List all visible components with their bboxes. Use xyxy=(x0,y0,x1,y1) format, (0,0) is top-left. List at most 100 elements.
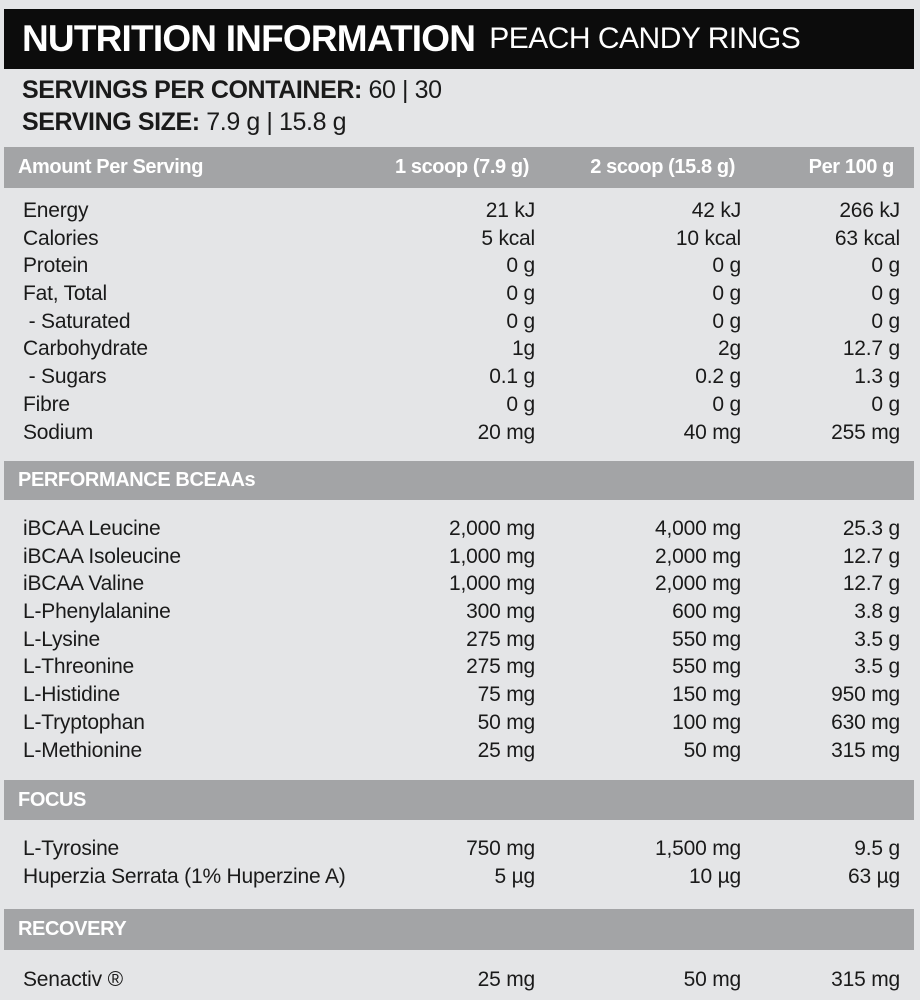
table-row: - Saturated 0 g 0 g 0 g xyxy=(0,308,920,336)
value-2-scoop: 1,500 mg xyxy=(655,837,741,860)
col3-header: Per 100 g xyxy=(808,156,895,178)
serving-size: SERVING SIZE: 7.9 g | 15.8 g xyxy=(22,108,347,137)
section-title: RECOVERY xyxy=(18,918,127,940)
value-1-scoop: 0 g xyxy=(506,282,535,306)
table-row: L-Lysine 275 mg 550 mg 3.5 g xyxy=(0,626,920,654)
value-per-100g: 0 g xyxy=(871,309,900,333)
value-per-100g: 1.3 g xyxy=(854,365,900,389)
nutrients-table: Energy 21 kJ 42 kJ 266 kJ Calories 5 kcal 10 k… xyxy=(0,197,920,446)
title-bar: NUTRITION INFORMATION PEACH CANDY RINGS xyxy=(4,9,914,69)
value-per-100g: 0 g xyxy=(871,392,900,416)
nutrient-name: L-Methionine xyxy=(23,738,143,762)
value-2-scoop: 50 mg xyxy=(683,968,742,991)
value-1-scoop: 275 mg xyxy=(466,655,535,679)
servings-value: 60 | 30 xyxy=(368,76,442,104)
serving-size-value: 7.9 g | 15.8 g xyxy=(206,108,347,136)
value-per-100g: 9.5 g xyxy=(854,837,900,860)
value-1-scoop: 5 kcal xyxy=(481,226,535,250)
table-row: Fibre 0 g 0 g 0 g xyxy=(0,391,920,419)
table-row: iBCAA Isoleucine 1,000 mg 2,000 mg 12.7 g xyxy=(0,543,920,571)
value-per-100g: 63 kcal xyxy=(834,226,900,250)
nutrient-name: iBCAA Valine xyxy=(23,572,144,596)
value-1-scoop: 0 g xyxy=(506,392,535,416)
value-2-scoop: 0 g xyxy=(712,254,741,278)
value-per-100g: 63 µg xyxy=(848,864,900,888)
value-2-scoop: 150 mg xyxy=(672,683,741,707)
table-row: Huperzia Serrata (1% Huperzine A) 5 µg 10 … xyxy=(0,863,920,891)
recovery-table: Senactiv ® 25 mg 50 mg 315 mg xyxy=(0,966,920,994)
nutrient-name: Sodium xyxy=(23,420,94,444)
value-2-scoop: 100 mg xyxy=(672,710,741,734)
value-1-scoop: 0 g xyxy=(506,254,535,278)
servings-per-container: SERVINGS PER CONTAINER: 60 | 30 xyxy=(22,76,442,105)
table-row: Senactiv ® 25 mg 50 mg 315 mg xyxy=(0,966,920,994)
value-1-scoop: 1,000 mg xyxy=(449,544,535,568)
table-row: iBCAA Leucine 2,000 mg 4,000 mg 25.3 g xyxy=(0,515,920,543)
amount-per-serving-header: Amount Per Serving xyxy=(18,156,204,178)
value-1-scoop: 275 mg xyxy=(466,627,535,651)
table-row: - Sugars 0.1 g 0.2 g 1.3 g xyxy=(0,363,920,391)
value-per-100g: 3.5 g xyxy=(854,655,900,679)
section-title: PERFORMANCE BCEAAs xyxy=(18,469,256,491)
nutrient-name: Huperzia Serrata (1% Huperzine A) xyxy=(23,864,346,888)
value-2-scoop: 4,000 mg xyxy=(655,517,741,540)
serving-size-label: SERVING SIZE: xyxy=(22,108,200,136)
nutrient-name: iBCAA Isoleucine xyxy=(23,544,181,568)
value-1-scoop: 2,000 mg xyxy=(449,517,535,540)
value-per-100g: 255 mg xyxy=(831,420,900,444)
value-per-100g: 315 mg xyxy=(831,738,900,762)
value-per-100g: 12.7 g xyxy=(842,544,900,568)
value-2-scoop: 10 µg xyxy=(689,864,741,888)
table-row: L-Phenylalanine 300 mg 600 mg 3.8 g xyxy=(0,598,920,626)
table-row: L-Tryptophan 50 mg 100 mg 630 mg xyxy=(0,709,920,737)
nutrient-name: Fibre xyxy=(23,392,70,416)
nutrient-name: Carbohydrate xyxy=(23,337,148,361)
col2-header: 2 scoop (15.8 g) xyxy=(590,156,735,178)
value-1-scoop: 1g xyxy=(512,337,535,361)
nutrient-name: L-Tryptophan xyxy=(23,710,145,734)
nutrient-name: - Saturated xyxy=(23,309,131,333)
value-per-100g: 0 g xyxy=(871,282,900,306)
value-2-scoop: 550 mg xyxy=(672,627,741,651)
value-2-scoop: 600 mg xyxy=(672,600,741,624)
value-2-scoop: 0 g xyxy=(712,282,741,306)
value-2-scoop: 0 g xyxy=(712,309,741,333)
table-row: Protein 0 g 0 g 0 g xyxy=(0,252,920,280)
nutrient-name: L-Tyrosine xyxy=(23,837,120,860)
value-per-100g: 315 mg xyxy=(831,968,900,991)
table-row: Carbohydrate 1g 2g 12.7 g xyxy=(0,335,920,363)
table-row: L-Threonine 275 mg 550 mg 3.5 g xyxy=(0,653,920,681)
table-row: Sodium 20 mg 40 mg 255 mg xyxy=(0,419,920,447)
table-row: Energy 21 kJ 42 kJ 266 kJ xyxy=(0,197,920,225)
value-1-scoop: 75 mg xyxy=(477,683,536,707)
table-row: L-Methionine 25 mg 50 mg 315 mg xyxy=(0,737,920,765)
section-bar: FOCUS xyxy=(4,780,914,820)
value-per-100g: 3.8 g xyxy=(854,600,900,624)
value-2-scoop: 50 mg xyxy=(683,738,742,762)
nutrient-name: L-Threonine xyxy=(23,655,135,679)
table-row: Fat, Total 0 g 0 g 0 g xyxy=(0,280,920,308)
table-row: L-Tyrosine 750 mg 1,500 mg 9.5 g xyxy=(0,835,920,863)
value-1-scoop: 25 mg xyxy=(477,968,536,991)
value-per-100g: 12.7 g xyxy=(842,572,900,596)
table-row: Calories 5 kcal 10 kcal 63 kcal xyxy=(0,225,920,253)
section-bar: RECOVERY xyxy=(4,909,914,950)
value-1-scoop: 0 g xyxy=(506,309,535,333)
nutrient-name: Energy xyxy=(23,199,89,222)
table-row: L-Histidine 75 mg 150 mg 950 mg xyxy=(0,681,920,709)
servings-label: SERVINGS PER CONTAINER: xyxy=(22,76,362,104)
table-row: iBCAA Valine 1,000 mg 2,000 mg 12.7 g xyxy=(0,570,920,598)
value-2-scoop: 2,000 mg xyxy=(655,544,741,568)
value-per-100g: 0 g xyxy=(871,254,900,278)
value-per-100g: 950 mg xyxy=(831,683,900,707)
value-1-scoop: 0.1 g xyxy=(489,365,535,389)
value-1-scoop: 750 mg xyxy=(466,837,535,860)
value-per-100g: 3.5 g xyxy=(854,627,900,651)
value-2-scoop: 2,000 mg xyxy=(655,572,741,596)
nutrient-name: Senactiv ® xyxy=(23,968,123,991)
value-2-scoop: 2g xyxy=(718,337,741,361)
nutrient-name: iBCAA Leucine xyxy=(23,517,161,540)
value-2-scoop: 0 g xyxy=(712,392,741,416)
nutrient-name: L-Lysine xyxy=(23,627,100,651)
value-2-scoop: 40 mg xyxy=(683,420,742,444)
